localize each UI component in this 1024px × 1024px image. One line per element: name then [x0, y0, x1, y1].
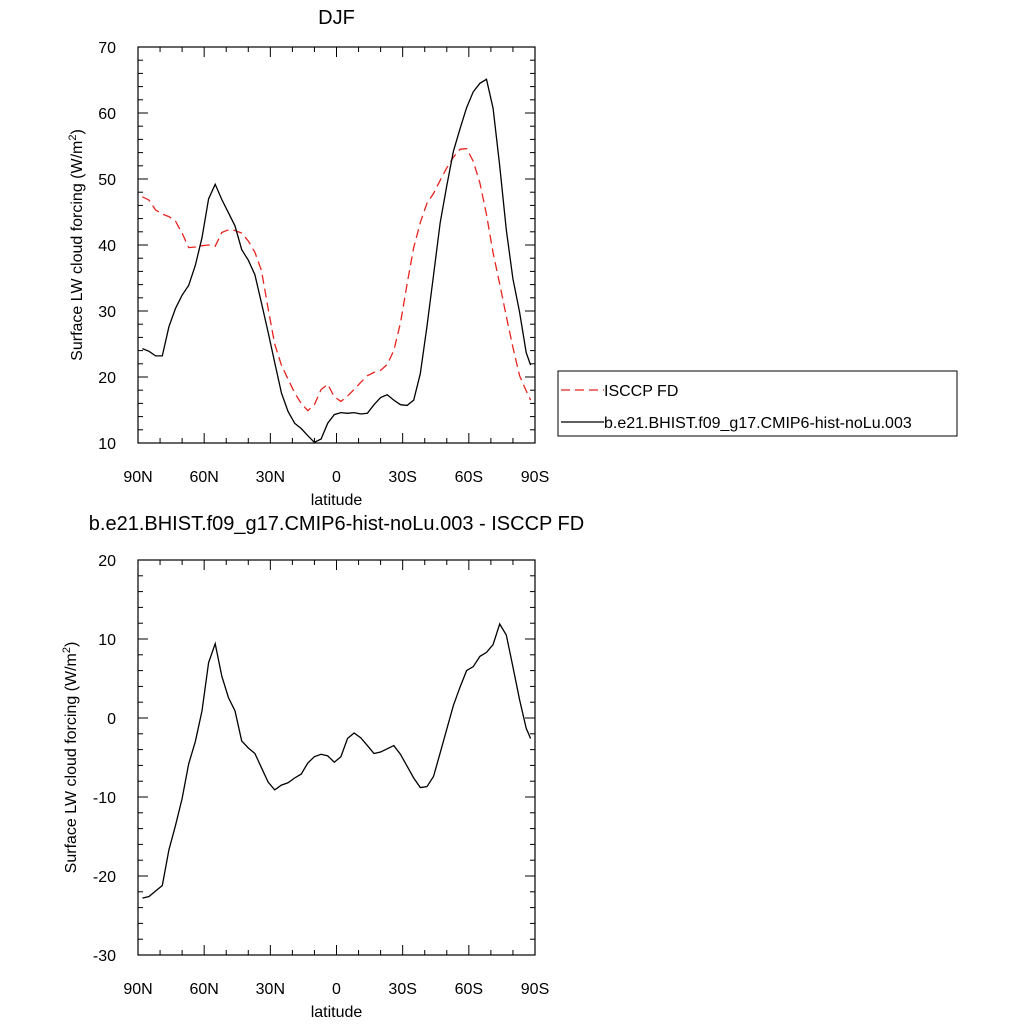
y-axis-title: Surface LW cloud forcing (W/m2)	[61, 642, 80, 874]
djf-chart: DJF 90N 60N 30N 0 30S 60S 90S 10 20 30 40 50 60 70 lati…	[67, 7, 958, 509]
x-tick-label: 30S	[388, 981, 416, 998]
y-tick-label: 10	[98, 436, 116, 453]
y-tick-label: 30	[98, 304, 116, 321]
legend-label-1: b.e21.BHIST.f09_g17.CMIP6-hist-noLu.003	[604, 415, 912, 432]
x-tick-label: 30S	[388, 469, 416, 486]
y-axis-title-superscript: 2	[61, 647, 73, 653]
x-axis-title: latitude	[311, 1004, 363, 1021]
x-tick-label: 90N	[123, 981, 152, 998]
y-axis-title-tail: )	[63, 642, 80, 647]
chart-title: DJF	[318, 7, 355, 29]
y-axis-title: Surface LW cloud forcing (W/m2)	[67, 129, 86, 361]
legend-label-0: ISCCP FD	[604, 383, 678, 400]
chart-title: b.e21.BHIST.f09_g17.CMIP6-hist-noLu.003 …	[89, 513, 584, 535]
x-tick-label: 60S	[455, 469, 483, 486]
y-axis-title-tail: )	[69, 129, 86, 134]
difference-chart: b.e21.BHIST.f09_g17.CMIP6-hist-noLu.003 …	[61, 513, 584, 1021]
y-tick-label: 10	[98, 632, 116, 649]
x-tick-label: 90S	[521, 469, 549, 486]
y-tick-label: 40	[98, 238, 116, 255]
x-tick-label: 90N	[123, 469, 152, 486]
series-line-1	[142, 78, 532, 444]
plot-frame	[137, 559, 536, 956]
x-tick-label: 60N	[189, 469, 218, 486]
y-tick-label: 20	[98, 370, 116, 387]
plot-frame	[137, 46, 536, 444]
y-tick-label: 60	[98, 106, 116, 123]
y-tick-label: 20	[98, 553, 116, 570]
y-tick-label: -20	[93, 869, 116, 886]
x-tick-label: 0	[332, 981, 341, 998]
y-tick-label: -10	[93, 790, 116, 807]
x-tick-label: 30N	[256, 981, 285, 998]
x-tick-label: 90S	[521, 981, 549, 998]
y-tick-label: 0	[107, 711, 116, 728]
legend-box	[557, 370, 958, 437]
x-tick-label: 0	[332, 469, 341, 486]
series-line-0	[142, 147, 532, 412]
x-tick-label: 30N	[256, 469, 285, 486]
y-tick-label: -30	[93, 948, 116, 965]
legend: ISCCP FD b.e21.BHIST.f09_g17.CMIP6-hist-n…	[557, 370, 958, 437]
y-tick-label: 70	[98, 40, 116, 57]
y-tick-label: 50	[98, 172, 116, 189]
y-axis-title-main: Surface LW cloud forcing (W/m	[63, 653, 80, 873]
series-line-0	[142, 622, 532, 899]
y-axis-title-superscript: 2	[67, 134, 79, 140]
y-axis-title-main: Surface LW cloud forcing (W/m	[69, 141, 86, 361]
x-tick-label: 60S	[455, 981, 483, 998]
x-tick-label: 60N	[189, 981, 218, 998]
x-axis-title: latitude	[311, 492, 363, 509]
